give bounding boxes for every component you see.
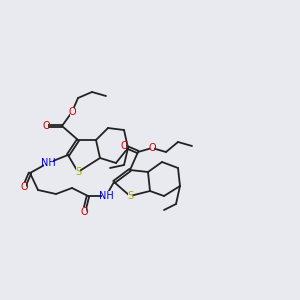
Text: S: S (75, 167, 81, 177)
Bar (76, 167, 80, 176)
Text: S: S (127, 191, 133, 201)
Text: O: O (68, 107, 76, 117)
Text: O: O (20, 182, 28, 192)
Text: NH: NH (99, 191, 113, 201)
Bar (44, 121, 48, 130)
Bar (70, 107, 74, 116)
Bar (128, 191, 132, 200)
Text: O: O (148, 143, 156, 153)
Bar (44, 158, 52, 167)
Text: NH: NH (40, 158, 56, 168)
Text: O: O (80, 207, 88, 217)
Bar (22, 182, 26, 191)
Bar (150, 143, 154, 152)
Text: O: O (120, 141, 128, 151)
Text: O: O (42, 121, 50, 131)
Bar (122, 141, 126, 150)
Bar (101, 191, 110, 200)
Bar (82, 207, 86, 216)
